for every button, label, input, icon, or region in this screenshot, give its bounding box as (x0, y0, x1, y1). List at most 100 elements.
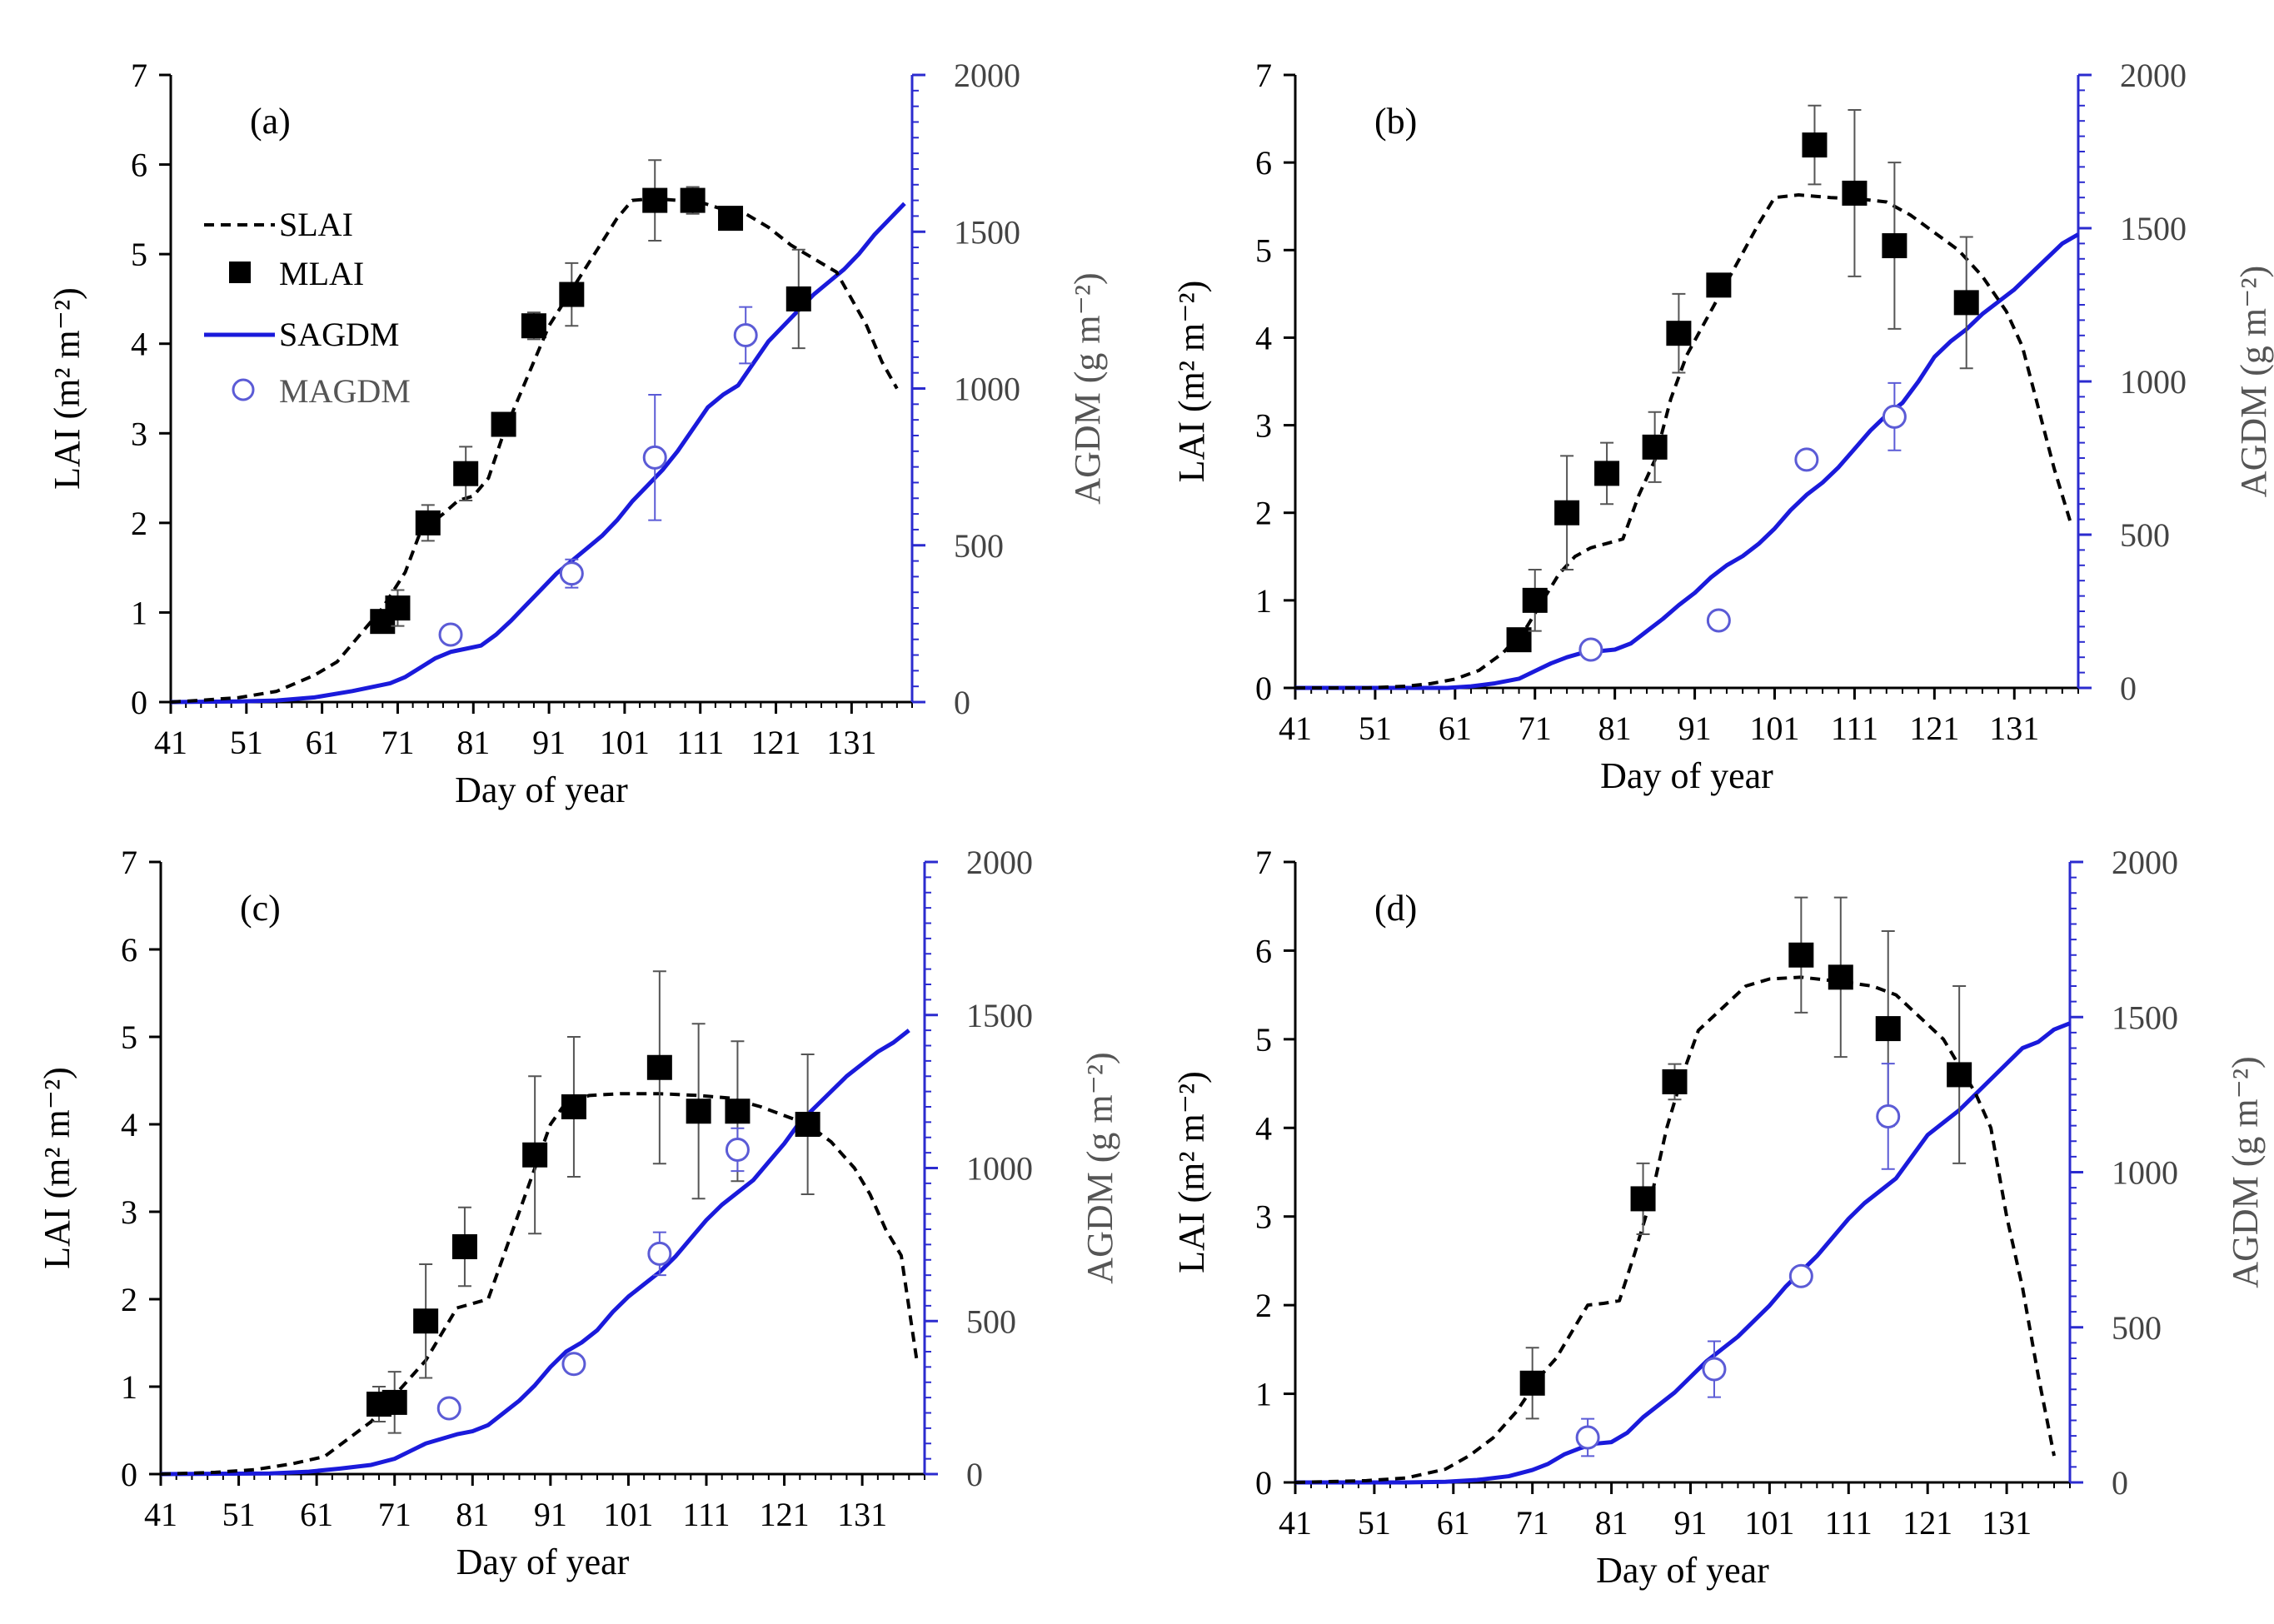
mlai-point (1875, 1016, 1901, 1042)
panel-1: 41 51 61 71 81 91 101 111 121 131 0 1 2 3 4 5 6 7 0 500 1000… (1171, 57, 2274, 796)
y-left-tick-label: 6 (1255, 932, 1272, 969)
mlai-point (646, 1054, 672, 1080)
y-right-tick-label: 0 (2120, 670, 2137, 707)
y-right-tick-label: 0 (966, 1456, 983, 1493)
mlai-point (521, 313, 546, 339)
x-tick-label: 131 (1989, 710, 2039, 747)
y-left-tick-label: 1 (1255, 582, 1272, 620)
mlai-point (680, 187, 706, 213)
legend-magdm-swatch (232, 378, 255, 401)
y-left-tick-label: 1 (131, 594, 147, 631)
y-left-tick-label: 1 (121, 1368, 137, 1406)
magdm-point (559, 561, 584, 586)
x-tick-label: 51 (222, 1496, 256, 1533)
mlai-point (413, 1308, 439, 1334)
panel-label: (c) (240, 888, 281, 929)
x-tick-label: 51 (230, 724, 263, 761)
y-right-tick-label: 2000 (2112, 844, 2178, 881)
y-left-tick-label: 1 (1255, 1376, 1272, 1413)
y-right-tick-label: 1000 (966, 1150, 1033, 1188)
x-tick-label: 71 (1518, 710, 1552, 747)
magdm-point (438, 622, 463, 647)
y-right-axis-label: AGDM (g m⁻²) (2233, 266, 2274, 497)
magdm-point (1794, 447, 1819, 472)
mlai-point (415, 510, 441, 536)
slai-line (1295, 193, 2072, 690)
y-right-tick-label: 500 (966, 1303, 1016, 1340)
y-left-tick-label: 6 (121, 931, 137, 969)
x-tick-label: 121 (1909, 710, 1959, 747)
y-right-tick-label: 1500 (2120, 210, 2187, 247)
x-tick-label: 131 (1982, 1504, 2032, 1542)
mlai-point (1947, 1062, 1972, 1088)
x-tick-label: 41 (1279, 710, 1312, 747)
y-left-tick-label: 4 (1255, 1109, 1272, 1147)
mlai-point (491, 411, 516, 437)
y-left-tick-label: 5 (121, 1019, 137, 1056)
x-tick-label: 91 (534, 1496, 567, 1533)
magdm-point (436, 1396, 461, 1421)
mlai-point (1802, 132, 1828, 158)
y-right-tick-label: 0 (954, 684, 970, 721)
mlai-point (1519, 1370, 1545, 1396)
y-left-tick-label: 0 (131, 684, 147, 721)
x-tick-label: 81 (1595, 1504, 1628, 1542)
x-tick-label: 121 (1902, 1504, 1952, 1542)
mlai-point (1554, 500, 1580, 526)
panel-3: 41 51 61 71 81 91 101 111 121 131 0 1 2 3 4 5 6 7 0 500 1000… (1171, 844, 2266, 1591)
y-right-axis-label: AGDM (g m⁻²) (1067, 272, 1108, 504)
y-right-tick-label: 1000 (2120, 363, 2187, 401)
y-right-tick-label: 2000 (954, 57, 1020, 94)
x-tick-label: 71 (381, 724, 414, 761)
magdm-point (1578, 637, 1603, 662)
y-right-tick-label: 500 (2120, 516, 2170, 554)
x-tick-label: 131 (826, 724, 876, 761)
magdm-point (1702, 1357, 1727, 1382)
x-tick-label: 61 (1437, 1504, 1470, 1542)
x-axis-label: Day of year (456, 1542, 630, 1582)
y-right-tick-label: 1500 (2112, 999, 2178, 1036)
x-tick-label: 61 (1439, 710, 1472, 747)
magdm-point (733, 322, 758, 347)
y-left-axis-label: LAI (m² m⁻²) (37, 1067, 77, 1269)
y-left-tick-label: 6 (1255, 144, 1272, 182)
mlai-point (561, 1094, 586, 1119)
mlai-point (1594, 461, 1620, 486)
y-right-tick-label: 500 (954, 527, 1004, 565)
legend-sagdm-label: SAGDM (279, 316, 399, 353)
mlai-point (1828, 964, 1853, 990)
mlai-point (559, 281, 585, 307)
mlai-point (1662, 1069, 1688, 1094)
mlai-point (1706, 272, 1732, 298)
x-tick-label: 111 (676, 724, 724, 761)
slai-line (1294, 975, 2056, 1484)
mlai-point (522, 1142, 548, 1168)
magdm-point (1575, 1425, 1600, 1450)
mlai-point (1522, 587, 1548, 613)
mlai-point (718, 206, 744, 232)
y-left-tick-label: 2 (121, 1281, 137, 1318)
x-tick-label: 101 (603, 1496, 653, 1533)
y-right-tick-label: 1500 (966, 997, 1033, 1034)
mlai-point (785, 286, 811, 311)
x-tick-label: 41 (1279, 1504, 1312, 1542)
y-left-tick-label: 0 (1255, 1464, 1272, 1502)
y-left-tick-label: 4 (1255, 319, 1272, 356)
magdm-point (561, 1352, 586, 1377)
y-right-tick-label: 0 (2112, 1464, 2128, 1502)
y-left-tick-label: 5 (1255, 1021, 1272, 1059)
y-left-tick-label: 3 (1255, 407, 1272, 445)
x-tick-label: 131 (837, 1496, 887, 1533)
y-left-tick-label: 3 (121, 1193, 137, 1231)
x-axis-label: Day of year (1600, 755, 1773, 796)
x-axis-label: Day of year (455, 770, 628, 810)
y-left-tick-label: 3 (1255, 1198, 1272, 1236)
panel-label: (d) (1374, 888, 1417, 929)
x-axis-label: Day of year (1596, 1550, 1769, 1591)
mlai-point (795, 1112, 820, 1137)
mlai-point (642, 187, 668, 213)
sagdm-line (1295, 232, 2080, 690)
mlai-point (725, 1098, 751, 1124)
x-tick-label: 111 (682, 1496, 730, 1533)
